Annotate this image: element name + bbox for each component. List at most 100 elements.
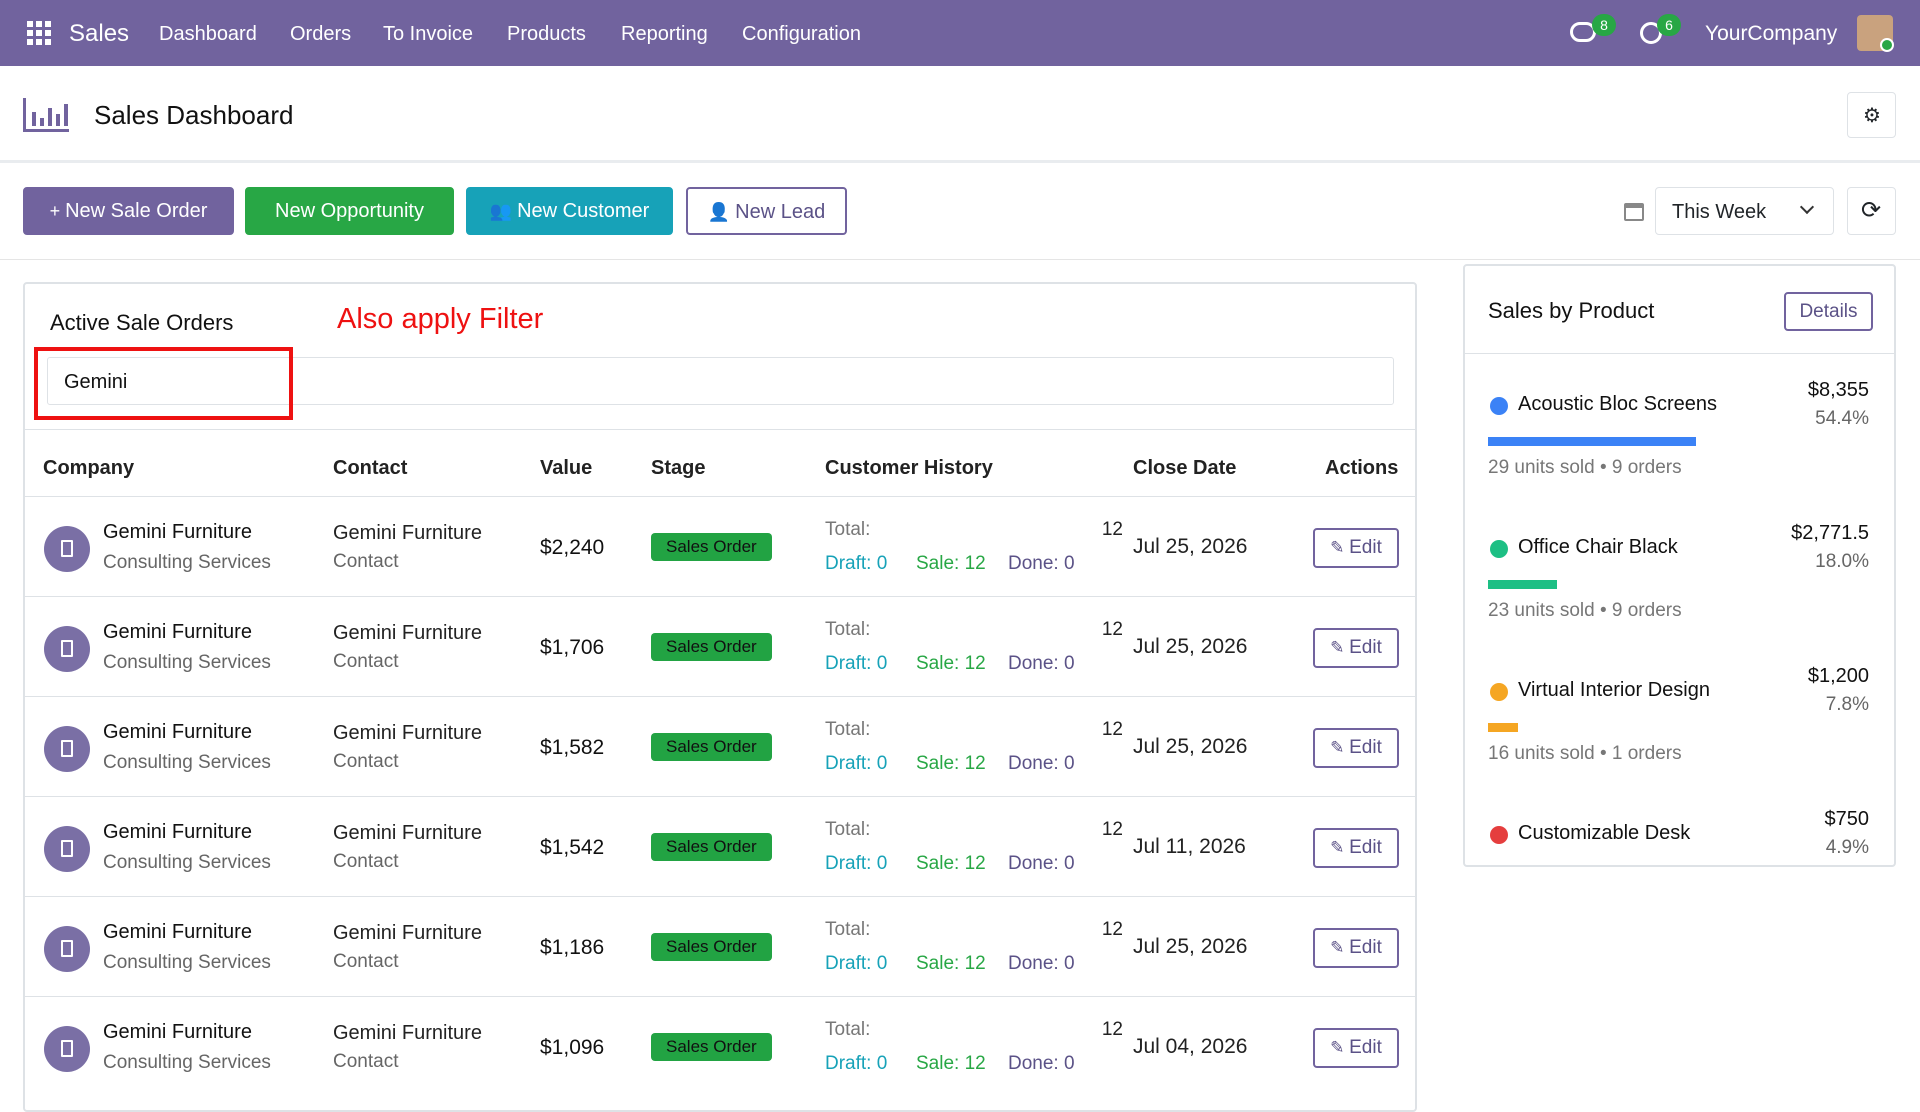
messages-badge: 8 bbox=[1592, 14, 1616, 36]
product-percent: 18.0% bbox=[1815, 551, 1869, 572]
new-opportunity-button[interactable]: New Opportunity bbox=[245, 187, 454, 235]
company-avatar bbox=[44, 626, 90, 672]
apps-dot bbox=[45, 21, 51, 27]
edit-button[interactable]: ✎ Edit bbox=[1313, 728, 1399, 768]
card-title: Active Sale Orders bbox=[50, 310, 234, 335]
order-value: $1,096 bbox=[540, 1036, 605, 1059]
apps-dot bbox=[27, 30, 33, 36]
product-percent: 4.9% bbox=[1825, 837, 1869, 858]
icon-bar bbox=[40, 118, 44, 126]
divider bbox=[0, 259, 1920, 260]
period-select[interactable]: This Week bbox=[1655, 187, 1834, 235]
status-dot bbox=[1880, 38, 1894, 52]
new-customer-button[interactable]: 👥 New Customer bbox=[466, 187, 673, 235]
company-name[interactable]: Gemini Furniture bbox=[103, 521, 252, 543]
history-total-label: Total: bbox=[825, 819, 871, 840]
history-draft: Draft: 0 bbox=[825, 753, 888, 774]
history-total: 12 bbox=[1101, 619, 1123, 640]
refresh-button[interactable]: ⟳ bbox=[1847, 187, 1896, 235]
edit-button[interactable]: ✎ Edit bbox=[1313, 928, 1399, 968]
history-total-label: Total: bbox=[825, 619, 871, 640]
table-top bbox=[25, 429, 1415, 430]
menu-item[interactable]: Products bbox=[507, 23, 586, 45]
building-icon bbox=[61, 640, 73, 657]
icon-bar bbox=[64, 104, 68, 126]
company-name[interactable]: YourCompany bbox=[1705, 22, 1838, 45]
stage-badge: Sales Order bbox=[651, 533, 772, 561]
column-header: Customer History bbox=[825, 457, 993, 479]
company-avatar bbox=[44, 1026, 90, 1072]
new-sale-order-button[interactable]: + New Sale Order bbox=[23, 187, 234, 235]
menu-item[interactable]: To Invoice bbox=[383, 23, 474, 45]
edit-button[interactable]: ✎ Edit bbox=[1313, 1028, 1399, 1068]
navbar: Sales Dashboard Orders To Invoice Products Re… bbox=[0, 0, 1920, 66]
calendar-icon bbox=[1624, 203, 1644, 221]
history-draft: Draft: 0 bbox=[825, 853, 888, 874]
contact-name: Gemini Furniture bbox=[333, 622, 482, 644]
company-name[interactable]: Gemini Furniture bbox=[103, 821, 252, 843]
company-name[interactable]: Gemini Furniture bbox=[103, 921, 252, 943]
contact-name: Gemini Furniture bbox=[333, 922, 482, 944]
company-subtitle: Consulting Services bbox=[103, 852, 271, 873]
company-name[interactable]: Gemini Furniture bbox=[103, 621, 252, 643]
history-done: Done: 0 bbox=[1008, 853, 1075, 874]
menu-item[interactable]: Dashboard bbox=[159, 23, 257, 45]
menu-item[interactable]: Orders bbox=[290, 23, 352, 45]
history-draft: Draft: 0 bbox=[825, 1053, 888, 1074]
contact-subtitle: Contact bbox=[333, 751, 399, 772]
edit-button[interactable]: ✎ Edit bbox=[1313, 628, 1399, 668]
building-icon bbox=[61, 840, 73, 857]
new-lead-button[interactable]: 👤 New Lead bbox=[686, 187, 847, 235]
history-total-label: Total: bbox=[825, 519, 871, 540]
product-amount: $750 bbox=[1824, 808, 1870, 830]
product-name: Office Chair Black bbox=[1518, 536, 1678, 558]
building-icon bbox=[61, 540, 73, 557]
contact-name: Gemini Furniture bbox=[333, 822, 482, 844]
apps-icon[interactable] bbox=[27, 21, 51, 45]
edit-button[interactable]: ✎ Edit bbox=[1313, 828, 1399, 868]
company-name[interactable]: Gemini Furniture bbox=[103, 1021, 252, 1043]
period-value: This Week bbox=[1672, 201, 1767, 223]
header: Sales Dashboard ⚙ bbox=[0, 66, 1920, 163]
column-header: Value bbox=[540, 457, 593, 479]
company-avatar bbox=[44, 526, 90, 572]
order-row: Gemini Furniture Consulting Services Gemin… bbox=[25, 496, 1415, 596]
order-row: Gemini Furniture Consulting Services Gemin… bbox=[25, 796, 1415, 896]
stage-badge: Sales Order bbox=[651, 733, 772, 761]
product-bar bbox=[1488, 580, 1557, 589]
menu-item[interactable]: Reporting bbox=[621, 23, 708, 45]
close-date: Jul 25, 2026 bbox=[1133, 535, 1248, 558]
product-stats: 29 units sold • 9 orders bbox=[1488, 457, 1682, 478]
icon-bar bbox=[56, 114, 60, 126]
column-header: Company bbox=[43, 457, 135, 479]
product-amount: $1,200 bbox=[1807, 665, 1869, 687]
settings-button[interactable]: ⚙ bbox=[1847, 92, 1896, 138]
product-dot bbox=[1490, 397, 1508, 415]
app-name[interactable]: Sales bbox=[69, 20, 130, 47]
contact-subtitle: Contact bbox=[333, 551, 399, 572]
edit-button[interactable]: ✎ Edit bbox=[1313, 528, 1399, 568]
menu-item[interactable]: Configuration bbox=[742, 23, 861, 45]
details-button[interactable]: Details bbox=[1784, 292, 1873, 331]
company-subtitle: Consulting Services bbox=[103, 552, 271, 573]
apps-dot bbox=[36, 39, 42, 45]
button-label: New Sale Order bbox=[65, 200, 208, 222]
history-done: Done: 0 bbox=[1008, 653, 1075, 674]
column-header: Contact bbox=[333, 457, 408, 479]
history-sale: Sale: 12 bbox=[916, 853, 986, 874]
company-name[interactable]: Gemini Furniture bbox=[103, 721, 252, 743]
search-input[interactable]: Gemini bbox=[47, 357, 1394, 405]
history-sale: Sale: 12 bbox=[916, 553, 986, 574]
history-sale: Sale: 12 bbox=[916, 753, 986, 774]
product-name: Acoustic Bloc Screens bbox=[1518, 393, 1717, 415]
company-avatar bbox=[44, 726, 90, 772]
edit-label: Edit bbox=[1349, 1037, 1382, 1058]
building-icon bbox=[61, 740, 73, 757]
history-draft: Draft: 0 bbox=[825, 953, 888, 974]
icon-bar bbox=[48, 108, 52, 126]
company-subtitle: Consulting Services bbox=[103, 752, 271, 773]
edit-label: Edit bbox=[1349, 537, 1382, 558]
stage-badge: Sales Order bbox=[651, 1033, 772, 1061]
close-date: Jul 25, 2026 bbox=[1133, 935, 1248, 958]
apps-dot bbox=[45, 30, 51, 36]
